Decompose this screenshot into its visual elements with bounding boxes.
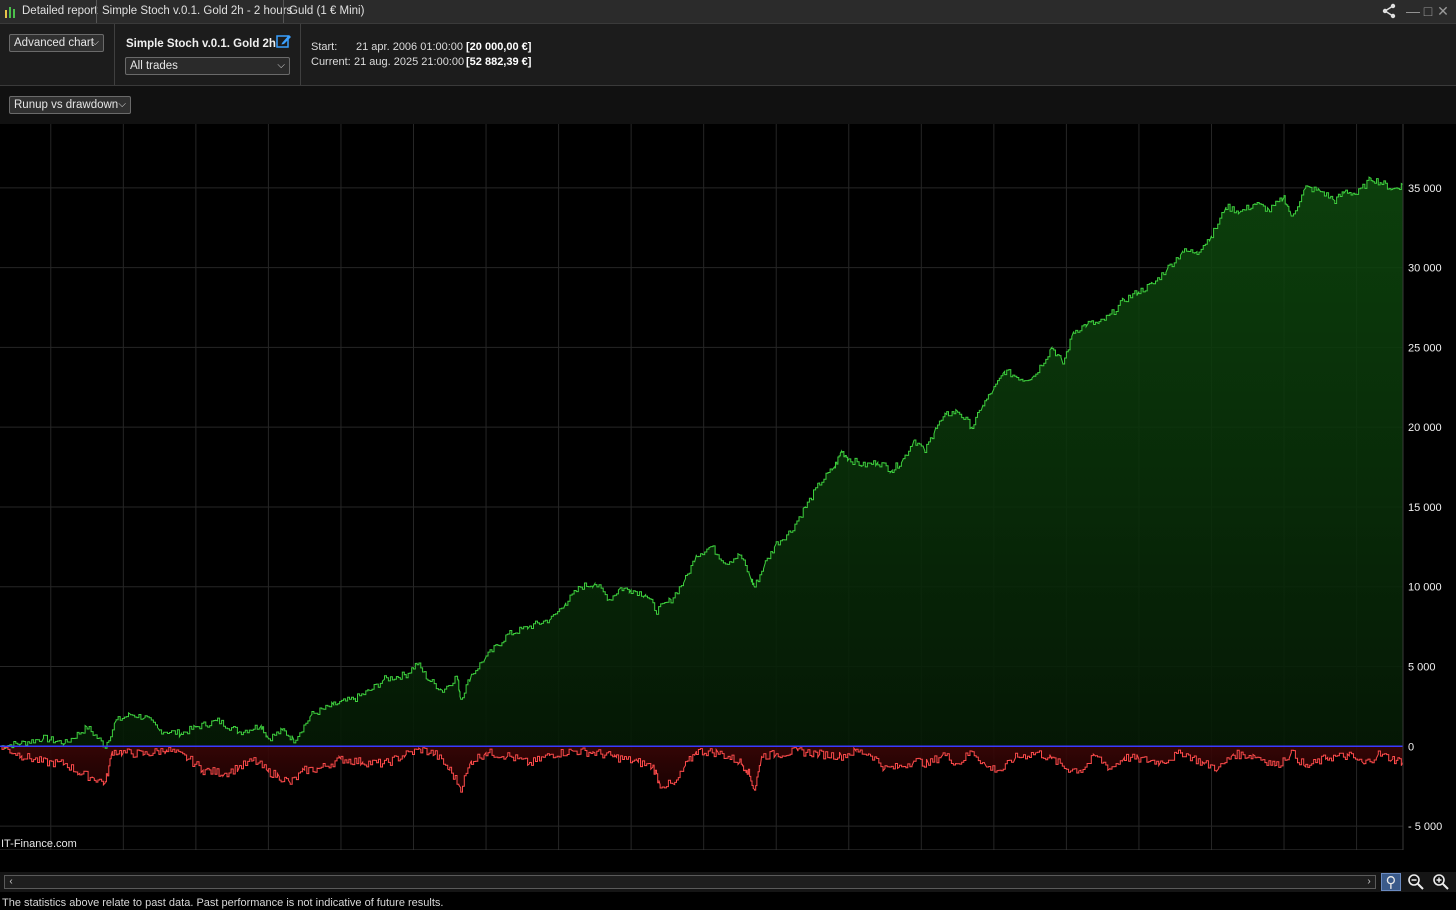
report-header: Advanced chart ⌵ Simple Stoch v.0.1. Gol… bbox=[0, 24, 1456, 86]
chart-app-icon bbox=[4, 0, 18, 23]
chart-mode-select[interactable]: Runup vs drawdown ⌵ bbox=[9, 96, 131, 114]
tab-instrument[interactable]: Guld (1 € Mini) bbox=[289, 5, 365, 17]
current-label: Current: bbox=[311, 56, 351, 68]
y-tick-label: 30 000 bbox=[1408, 263, 1442, 275]
scroll-left-icon[interactable]: ‹ bbox=[9, 876, 13, 887]
y-tick-label: 15 000 bbox=[1408, 502, 1442, 514]
y-tick-label: 5 000 bbox=[1408, 662, 1436, 674]
tab-divider bbox=[96, 0, 97, 23]
chart-scrollbar[interactable]: ‹ › bbox=[0, 872, 1456, 892]
start-date: 21 apr. 2006 01:00:00 bbox=[356, 41, 464, 53]
tab-divider bbox=[283, 0, 284, 23]
chevron-down-icon: ⌵ bbox=[277, 60, 285, 71]
chevron-down-icon: ⌵ bbox=[91, 37, 99, 48]
current-value: [52 882,39 €] bbox=[466, 56, 532, 68]
drawdown-area bbox=[0, 746, 1403, 793]
y-tick-label: 35 000 bbox=[1408, 183, 1442, 195]
trades-select-value: All trades bbox=[130, 60, 178, 72]
zoom-out-icon[interactable] bbox=[1406, 873, 1426, 891]
share-icon[interactable] bbox=[1381, 2, 1396, 20]
maximize-icon[interactable]: □ bbox=[1423, 3, 1433, 19]
view-select[interactable]: Advanced chart ⌵ bbox=[9, 34, 104, 52]
zoom-fit-icon[interactable]: ⚲ bbox=[1381, 873, 1401, 891]
divider bbox=[300, 24, 301, 85]
runup-line bbox=[0, 176, 1404, 749]
runup-area bbox=[0, 177, 1403, 749]
divider bbox=[114, 24, 115, 85]
scroll-right-icon[interactable]: › bbox=[1367, 876, 1371, 887]
y-tick-label: 0 bbox=[1408, 741, 1414, 753]
title-bar: Detailed report Simple Stoch v.0.1. Gold… bbox=[0, 0, 1456, 24]
trades-select[interactable]: All trades ⌵ bbox=[125, 57, 290, 75]
start-value: [20 000,00 €] bbox=[466, 41, 532, 53]
watermark: IT-Finance.com bbox=[1, 838, 77, 850]
minimize-icon[interactable]: — bbox=[1406, 3, 1420, 19]
tab-detailed-report[interactable]: Detailed report bbox=[22, 5, 98, 17]
disclaimer-text: The statistics above relate to past data… bbox=[2, 897, 444, 909]
y-tick-label: - 5 000 bbox=[1408, 821, 1442, 833]
tab-strategy[interactable]: Simple Stoch v.0.1. Gold 2h - 2 hours bbox=[102, 5, 293, 17]
chart-canvas: 35 000 30 000 25 000 20 000 15 000 10 000 5 00… bbox=[0, 124, 1442, 850]
current-date: 21 aug. 2025 21:00:00 bbox=[354, 56, 465, 68]
start-label: Start: bbox=[311, 41, 338, 53]
runup-drawdown-chart[interactable]: 35 000 30 000 25 000 20 000 15 000 10 000 5 00… bbox=[0, 124, 1456, 850]
chart-toolbar: Runup vs drawdown ⌵ bbox=[0, 86, 1456, 124]
y-tick-label: 25 000 bbox=[1408, 342, 1442, 354]
chart-mode-value: Runup vs drawdown bbox=[14, 99, 119, 111]
strategy-name: Simple Stoch v.0.1. Gold 2h bbox=[126, 38, 276, 50]
zoom-in-icon[interactable] bbox=[1431, 873, 1451, 891]
edit-icon[interactable] bbox=[276, 33, 292, 49]
chevron-down-icon: ⌵ bbox=[118, 99, 126, 110]
view-select-value: Advanced chart bbox=[14, 37, 94, 49]
y-tick-label: 10 000 bbox=[1408, 582, 1442, 594]
scroll-track[interactable]: ‹ › bbox=[4, 875, 1376, 889]
y-tick-label: 20 000 bbox=[1408, 422, 1442, 434]
drawdown-line bbox=[0, 745, 1404, 793]
close-icon[interactable]: ✕ bbox=[1437, 3, 1449, 19]
